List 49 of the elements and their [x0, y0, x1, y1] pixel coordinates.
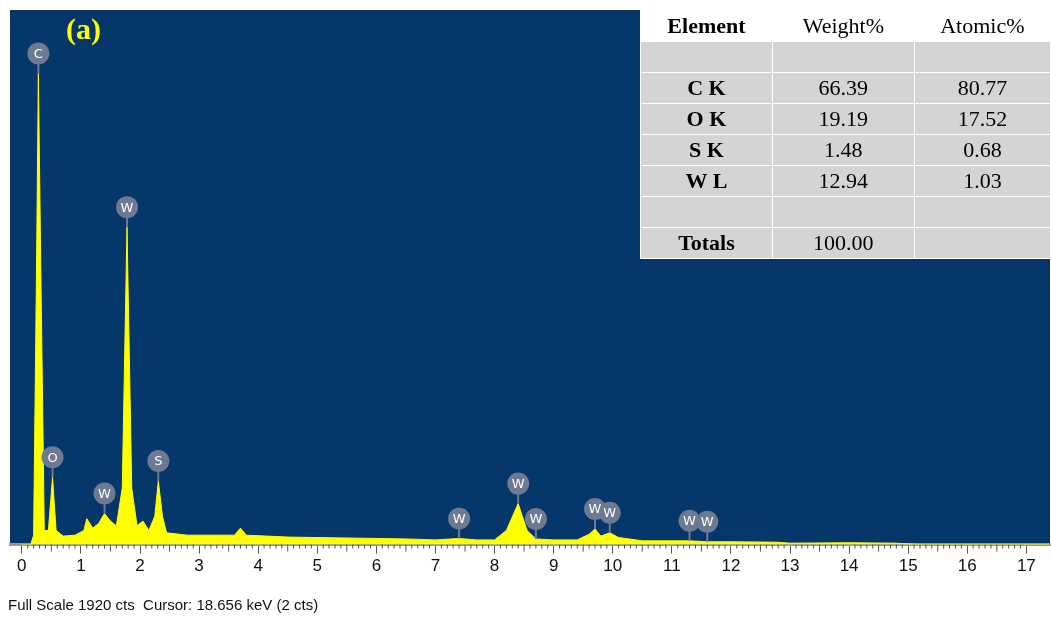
x-tick-label: 12 [721, 556, 741, 576]
x-tick-label: 2 [135, 556, 145, 576]
x-tick-label: 1 [76, 556, 86, 576]
annotation: 80.77 [914, 72, 1051, 104]
annotation: W L [640, 165, 773, 197]
annotation: W [511, 476, 525, 491]
annotation: W [603, 505, 617, 521]
x-tick-label: 5 [312, 556, 323, 576]
text: Atomic% [914, 10, 1051, 42]
x-tick-label: 6 [371, 556, 382, 576]
x-tick-label: 15 [898, 556, 918, 576]
x-tick-label: 16 [957, 556, 977, 576]
text: Element [640, 10, 773, 42]
annotation: O [47, 449, 58, 465]
annotation: C K [640, 72, 773, 104]
annotation: S K [640, 134, 773, 166]
x-tick-label: 14 [839, 556, 859, 576]
annotation: S [154, 453, 163, 469]
annotation: W [529, 511, 543, 527]
x-tick-label: 17 [1016, 556, 1036, 576]
x-tick-label: 7 [430, 556, 441, 576]
annotation: W [588, 501, 602, 517]
annotation: W [683, 513, 697, 529]
annotation: 100.00 [772, 227, 915, 259]
x-tick-label: 0 [17, 556, 27, 576]
annotation: W [120, 199, 134, 215]
annotation: 66.39 [772, 72, 915, 104]
annotation: 1.48 [772, 134, 915, 166]
x-tick-label: 11 [662, 556, 681, 576]
x-tick-label: 3 [194, 556, 204, 576]
annotation: O K [640, 103, 773, 135]
annotation: C [33, 45, 43, 61]
text: Full Scale 1920 cts Cursor: 18.656 keV (2 cts) [8, 596, 319, 613]
x-tick-label: 10 [603, 556, 623, 576]
annotation: W [452, 510, 466, 526]
x-tick-label: 4 [253, 556, 263, 576]
annotation: 12.94 [772, 165, 915, 197]
x-tick-label: 9 [548, 556, 559, 576]
annotation: 1.03 [914, 165, 1051, 197]
chart-title: (a) [66, 12, 101, 46]
annotation: 19.19 [772, 103, 915, 135]
text: Weight% [772, 10, 915, 42]
x-tick-label: 8 [489, 556, 500, 576]
annotation: W [98, 485, 112, 501]
x-tick-label: 13 [780, 556, 800, 576]
annotation: 0.68 [914, 134, 1051, 166]
annotation: Totals [640, 227, 773, 259]
annotation: W [700, 514, 714, 530]
annotation: 17.52 [914, 103, 1051, 135]
